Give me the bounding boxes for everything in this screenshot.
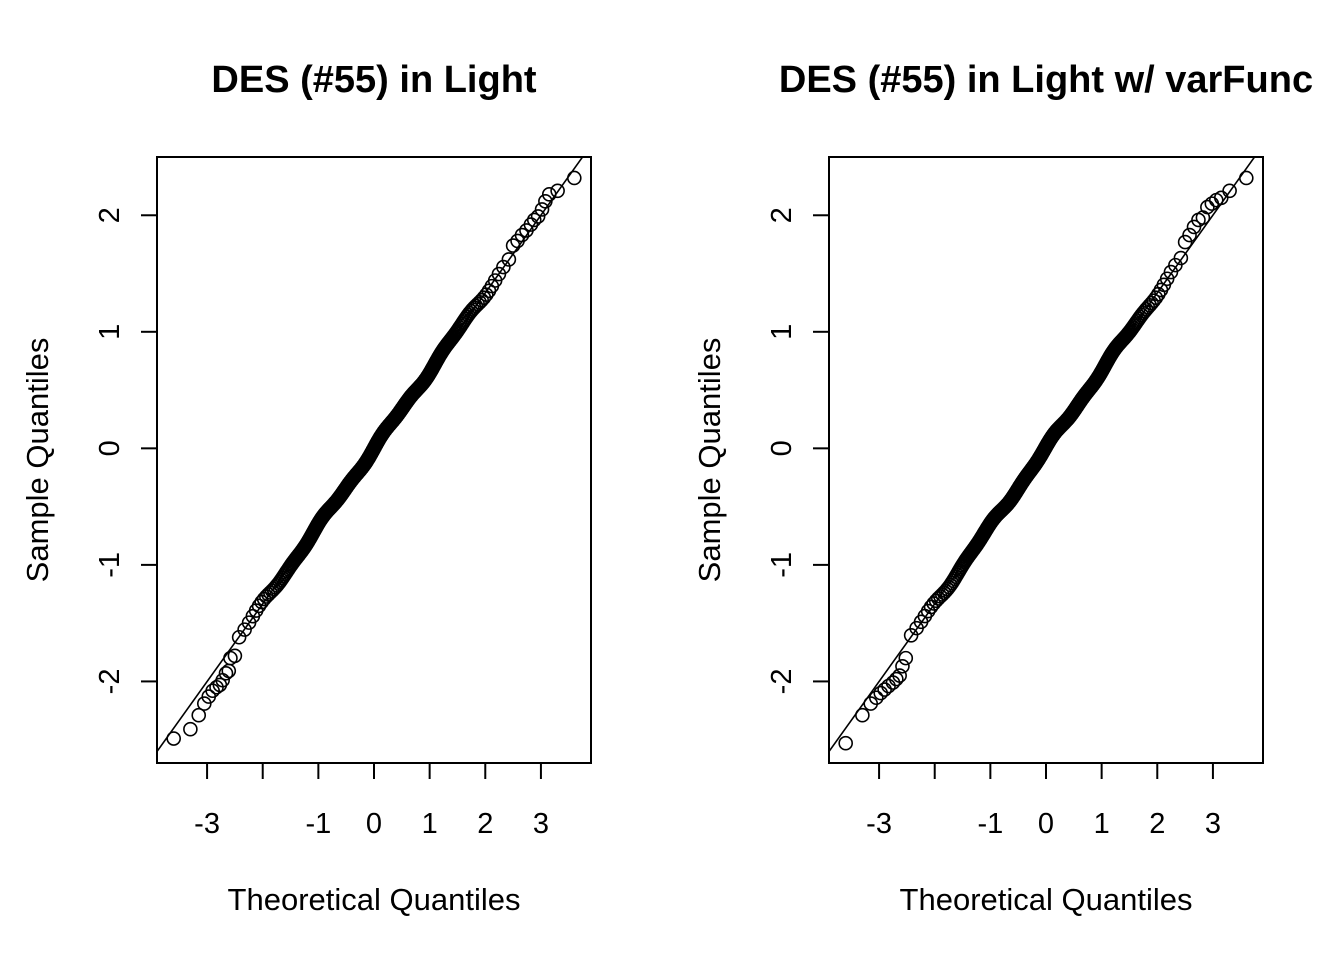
- qq-point: [496, 259, 511, 275]
- y-tick-label: 2: [766, 207, 798, 223]
- y-axis: -2 -1 0 1 2: [766, 207, 829, 694]
- x-tick-label: 2: [1149, 808, 1165, 840]
- x-tick-label: -3: [866, 808, 892, 840]
- x-axis: -3 -1 0 1 2 3: [866, 762, 1221, 840]
- qq-point: [1204, 196, 1220, 211]
- qq-point: [1182, 227, 1197, 243]
- x-tick-label: 1: [1094, 808, 1110, 840]
- qq-panel-light-varfunc: DES (#55) in Light w/ varFunc Theoretica…: [692, 59, 1313, 917]
- qq-point: [1173, 250, 1189, 266]
- chart-title: DES (#55) in Light: [211, 59, 536, 101]
- qq-point: [920, 603, 936, 619]
- qq-point: [567, 170, 582, 186]
- qq-point: [538, 193, 553, 209]
- qq-point: [218, 665, 234, 681]
- x-tick-label: 3: [1205, 808, 1221, 840]
- chart-title: DES (#55) in Light w/ varFunc: [779, 59, 1313, 101]
- qq-point: [877, 682, 892, 697]
- x-tick-label: -1: [977, 808, 1003, 840]
- qq-point: [191, 707, 207, 723]
- qq-panel-light: DES (#55) in Light Theoretical Quantiles…: [20, 59, 592, 917]
- qq-point: [530, 209, 546, 224]
- qq-point: [466, 300, 482, 315]
- qq-point: [1222, 183, 1237, 199]
- qq-point: [889, 671, 904, 687]
- x-tick-label: 1: [422, 808, 438, 840]
- qq-point: [855, 707, 870, 723]
- qq-point: [541, 186, 557, 202]
- y-tick-label: -2: [94, 669, 126, 695]
- y-axis-label: Sample Quantiles: [692, 338, 727, 583]
- y-axis: -2 -1 0 1 2: [94, 207, 157, 694]
- sample-points: [166, 170, 582, 746]
- qq-point: [892, 668, 907, 683]
- qq-point: [898, 650, 914, 666]
- qq-point: [1200, 199, 1215, 215]
- qq-point: [868, 690, 884, 706]
- sample-points: [838, 170, 1254, 751]
- qq-point: [166, 731, 181, 746]
- x-axis-label: Theoretical Quantiles: [900, 882, 1193, 917]
- qq-point: [1148, 290, 1164, 306]
- qq-point: [1239, 170, 1254, 186]
- qq-point: [501, 252, 517, 267]
- x-axis: -3 -1 0 1 2 3: [194, 762, 549, 840]
- qq-point: [895, 658, 910, 674]
- qq-point: [534, 202, 550, 217]
- y-tick-label: -1: [766, 552, 798, 578]
- qq-point: [838, 735, 853, 751]
- qq-point: [881, 678, 896, 694]
- qq-point: [514, 227, 530, 243]
- x-tick-label: -1: [305, 808, 331, 840]
- qq-point: [221, 663, 237, 679]
- y-tick-label: -1: [94, 552, 126, 578]
- y-tick-label: -2: [766, 669, 798, 695]
- qq-point: [523, 217, 539, 232]
- x-tick-label: 0: [1038, 808, 1054, 840]
- qq-point: [526, 212, 542, 228]
- y-tick-label: 1: [94, 324, 126, 340]
- y-axis-label: Sample Quantiles: [20, 338, 55, 583]
- qq-point: [183, 721, 198, 737]
- qq-point: [231, 629, 247, 645]
- x-tick-label: 0: [366, 808, 382, 840]
- qq-point: [505, 238, 521, 253]
- qq-point: [550, 183, 565, 199]
- x-tick-label: 2: [477, 808, 493, 840]
- qq-point: [227, 648, 243, 664]
- y-tick-label: 2: [94, 207, 126, 223]
- x-axis-label: Theoretical Quantiles: [228, 882, 521, 917]
- y-tick-label: 1: [766, 324, 798, 340]
- x-tick-label: 3: [533, 808, 549, 840]
- y-tick-label: 0: [94, 440, 126, 456]
- x-tick-label: -3: [194, 808, 220, 840]
- y-tick-label: 0: [766, 440, 798, 456]
